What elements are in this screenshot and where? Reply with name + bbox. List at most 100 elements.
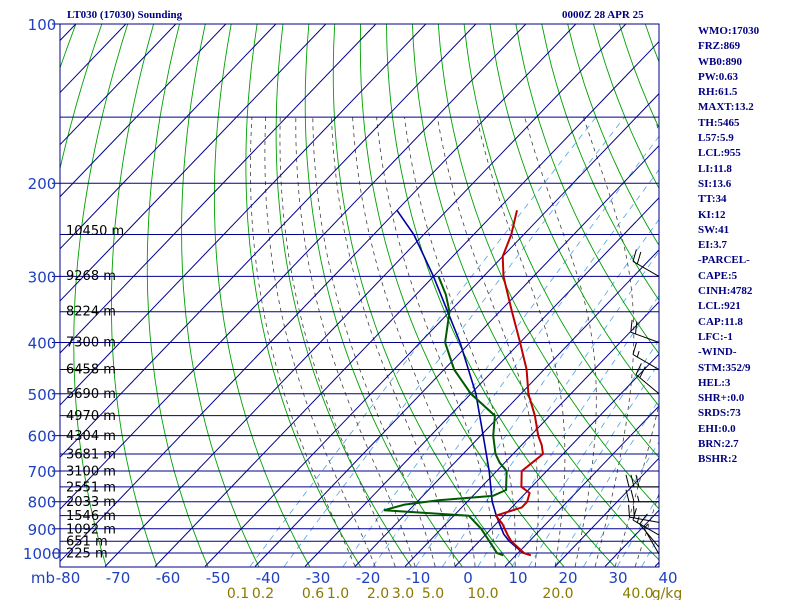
- dry-adiabat: [515, 24, 659, 355]
- pressure-tick-label: 100: [28, 16, 57, 34]
- index-item: L57:5.9: [698, 132, 734, 145]
- dry-adiabat-lines: [60, 24, 800, 567]
- mixing-ratio-line: [583, 441, 659, 567]
- index-item: STM:352/9: [698, 361, 751, 374]
- index-item: WMO:17030: [698, 25, 760, 37]
- height-label: 3681 m: [66, 447, 116, 462]
- mixing-ratio-label: 3.0: [392, 586, 414, 600]
- moist-adiabat: [376, 117, 496, 567]
- dry-adiabat: [541, 24, 659, 302]
- temperature-tick-label: 0: [463, 569, 473, 587]
- moist-adiabat: [331, 117, 456, 567]
- isotherm-line: [104, 24, 627, 567]
- height-label: 1546 m: [66, 509, 116, 524]
- moist-adiabat-lines: [250, 117, 659, 567]
- index-item: BSHR:2: [698, 453, 738, 466]
- index-item: LI:11.8: [698, 162, 732, 175]
- mixing-ratio-labels: 0.1 0.2 0.6 1.0 2.0 3.0 5.0 10.0 20.0 40.0g/kg: [227, 586, 682, 600]
- height-label: 2033 m: [66, 495, 116, 510]
- temperature-tick-label: -70: [106, 569, 131, 587]
- mixing-ratio-line: [554, 398, 659, 567]
- dry-adiabat: [463, 24, 659, 459]
- dry-adiabat: [213, 24, 310, 567]
- height-label: 4304 m: [66, 429, 116, 444]
- height-label: 7300 m: [66, 335, 116, 350]
- wind-barb: [632, 342, 660, 370]
- index-item: LCL:955: [698, 147, 741, 160]
- index-item: -PARCEL-: [698, 254, 750, 267]
- pressure-tick-label: 200: [28, 175, 57, 193]
- height-label: 5690 m: [66, 387, 116, 402]
- isotherm-line: [204, 92, 659, 567]
- moist-adiabat: [352, 117, 476, 567]
- pressure-unit-label: mb: [31, 569, 55, 587]
- temperature-tick-label: 20: [558, 569, 577, 587]
- index-item: PW:0.63: [698, 70, 739, 83]
- moist-adiabat: [404, 117, 516, 567]
- moist-adiabat: [614, 117, 659, 567]
- index-item: CINH:4782: [698, 285, 753, 298]
- isotherm-line: [404, 301, 659, 567]
- mixing-ratio-line: [372, 169, 659, 567]
- dry-adiabat: [593, 24, 659, 190]
- index-item: BRN:2.7: [698, 438, 739, 451]
- mixing-ratio-label: 20.0: [542, 586, 573, 600]
- wind-barb: [630, 319, 660, 343]
- isotherm-line: [254, 144, 659, 567]
- index-item: LCL:921: [698, 300, 741, 313]
- temperature-tick-label: 30: [608, 569, 627, 587]
- index-item: RH:61.5: [698, 86, 738, 99]
- height-label: 10450 m: [66, 224, 124, 239]
- mixing-ratio-unit: g/kg: [652, 586, 683, 600]
- isotherm-gridlines: [0, 12, 659, 567]
- index-item: LFC:-1: [698, 330, 733, 343]
- index-item: EI:3.7: [698, 239, 728, 252]
- mixing-ratio-line: [477, 294, 659, 567]
- wind-barb: [628, 504, 660, 523]
- index-item: SHR+:0.0: [698, 392, 745, 405]
- moist-adiabat: [583, 117, 635, 567]
- index-item: EHI:0.0: [698, 422, 736, 435]
- dry-adiabat: [411, 24, 659, 561]
- index-item: SI:13.6: [698, 177, 732, 190]
- mixing-ratio-line: [442, 250, 659, 567]
- temperature-tick-label: -20: [356, 569, 381, 587]
- mixing-ratio-label: 40.0: [622, 586, 653, 600]
- dry-adiabat: [245, 24, 361, 567]
- moist-adiabat: [264, 117, 376, 567]
- isotherm-line: [60, 24, 577, 563]
- dry-adiabat: [775, 24, 800, 566]
- isotherm-line: [60, 24, 227, 198]
- index-item: FRZ:869: [698, 40, 741, 53]
- height-label: 6458 m: [66, 363, 116, 378]
- height-label: 651 m: [66, 535, 108, 550]
- height-label: 1092 m: [66, 522, 116, 537]
- height-label: 8224 m: [66, 304, 116, 319]
- index-item: MAXT:13.2: [698, 101, 754, 114]
- dry-adiabat: [60, 24, 77, 70]
- temperature-tick-label: 10: [508, 569, 527, 587]
- index-item: HEL:3: [698, 376, 731, 389]
- dry-adiabat: [437, 24, 659, 510]
- sounding-profiles: [383, 209, 545, 557]
- index-item: SW:41: [698, 223, 730, 236]
- mixing-ratio-line: [415, 218, 659, 567]
- wind-barb: [625, 474, 660, 488]
- height-label: 225 m: [66, 547, 108, 562]
- temperature-tick-label: -60: [156, 569, 181, 587]
- isotherm-line: [0, 12, 37, 566]
- index-item: CAPE:5: [698, 269, 738, 282]
- index-item: SRDS:73: [698, 407, 741, 420]
- height-labels: 10450 m 9268 m 8224 m 7300 m 6458 m 5690 m 497…: [66, 224, 124, 562]
- isotherm-line: [504, 405, 659, 567]
- pressure-tick-label: 600: [28, 428, 57, 446]
- moist-adiabat: [476, 117, 566, 567]
- pressure-tick-label: 700: [28, 463, 57, 481]
- moist-adiabat: [524, 117, 597, 567]
- wind-barbs: [625, 249, 660, 555]
- mixing-ratio-label: 0.2: [252, 586, 274, 600]
- sounding-indices-panel: WMO:17030 FRZ:869 WB0:890 PW:0.63 RH:61.5 MAX…: [698, 24, 759, 468]
- index-item: -WIND-: [698, 346, 737, 359]
- mixing-ratio-line: [342, 135, 659, 567]
- isotherm-line: [454, 353, 659, 567]
